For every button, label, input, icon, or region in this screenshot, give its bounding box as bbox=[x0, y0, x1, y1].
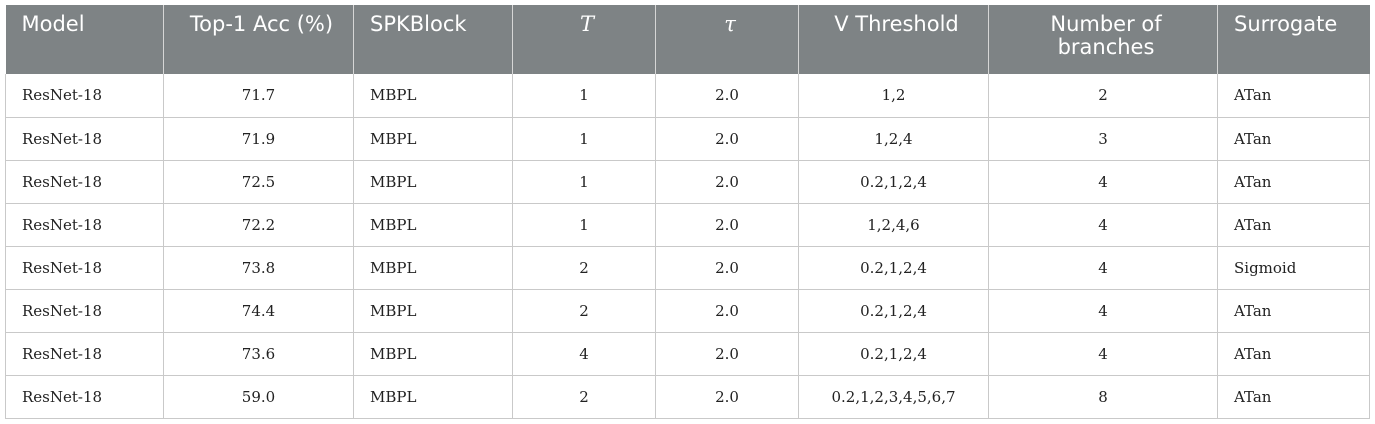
cell-spkblock: MBPL bbox=[353, 160, 513, 204]
cell-spkblock: MBPL bbox=[353, 203, 513, 247]
cell-model: ResNet-18 bbox=[5, 160, 164, 204]
cell-spkblock: MBPL bbox=[353, 332, 513, 376]
cell-model: ResNet-18 bbox=[5, 246, 164, 290]
cell-spkblock: MBPL bbox=[353, 246, 513, 290]
cell-top1-acc: 72.2 bbox=[163, 203, 354, 247]
cell-v-threshold: 0.2,1,2,4 bbox=[798, 246, 989, 290]
cell-surrogate: ATan bbox=[1217, 117, 1370, 161]
cell-t: 2 bbox=[512, 289, 656, 333]
cell-tau: 2.0 bbox=[655, 160, 799, 204]
cell-tau: 2.0 bbox=[655, 203, 799, 247]
cell-t: 1 bbox=[512, 74, 656, 118]
cell-surrogate: ATan bbox=[1217, 160, 1370, 204]
cell-t: 1 bbox=[512, 117, 656, 161]
cell-model: ResNet-18 bbox=[5, 203, 164, 247]
cell-number-of-branches: 3 bbox=[988, 117, 1218, 161]
header-number-of-branches: Number of branches bbox=[988, 5, 1218, 74]
cell-spkblock: MBPL bbox=[353, 74, 513, 118]
cell-number-of-branches: 8 bbox=[988, 375, 1218, 419]
header-row: Model Top-1 Acc (%) SPKBlock T τ V Thres… bbox=[5, 5, 1370, 74]
cell-top1-acc: 73.8 bbox=[163, 246, 354, 290]
cell-surrogate: ATan bbox=[1217, 74, 1370, 118]
cell-v-threshold: 0.2,1,2,4 bbox=[798, 332, 989, 376]
table-row: ResNet-18 73.6 MBPL 4 2.0 0.2,1,2,4 4 AT… bbox=[5, 332, 1370, 376]
cell-number-of-branches: 4 bbox=[988, 289, 1218, 333]
cell-t: 2 bbox=[512, 246, 656, 290]
cell-top1-acc: 71.9 bbox=[163, 117, 354, 161]
header-tau: τ bbox=[655, 5, 799, 74]
cell-spkblock: MBPL bbox=[353, 375, 513, 419]
cell-surrogate: Sigmoid bbox=[1217, 246, 1370, 290]
cell-top1-acc: 74.4 bbox=[163, 289, 354, 333]
cell-v-threshold: 0.2,1,2,4 bbox=[798, 160, 989, 204]
cell-surrogate: ATan bbox=[1217, 332, 1370, 376]
table-row: ResNet-18 71.9 MBPL 1 2.0 1,2,4 3 ATan bbox=[5, 117, 1370, 161]
cell-model: ResNet-18 bbox=[5, 375, 164, 419]
cell-v-threshold: 0.2,1,2,4 bbox=[798, 289, 989, 333]
cell-number-of-branches: 4 bbox=[988, 160, 1218, 204]
cell-t: 2 bbox=[512, 375, 656, 419]
cell-top1-acc: 59.0 bbox=[163, 375, 354, 419]
cell-surrogate: ATan bbox=[1217, 203, 1370, 247]
table-row: ResNet-18 59.0 MBPL 2 2.0 0.2,1,2,3,4,5,… bbox=[5, 375, 1370, 419]
results-table: Model Top-1 Acc (%) SPKBlock T τ V Thres… bbox=[5, 5, 1370, 419]
header-top1-acc: Top-1 Acc (%) bbox=[163, 5, 354, 74]
header-surrogate: Surrogate bbox=[1217, 5, 1370, 74]
header-v-threshold: V Threshold bbox=[798, 5, 989, 74]
cell-t: 4 bbox=[512, 332, 656, 376]
results-table-container: Model Top-1 Acc (%) SPKBlock T τ V Thres… bbox=[5, 5, 1370, 419]
table-row: ResNet-18 73.8 MBPL 2 2.0 0.2,1,2,4 4 Si… bbox=[5, 246, 1370, 290]
header-spkblock: SPKBlock bbox=[353, 5, 513, 74]
cell-t: 1 bbox=[512, 160, 656, 204]
table-row: ResNet-18 72.2 MBPL 1 2.0 1,2,4,6 4 ATan bbox=[5, 203, 1370, 247]
cell-v-threshold: 1,2 bbox=[798, 74, 989, 118]
cell-t: 1 bbox=[512, 203, 656, 247]
cell-spkblock: MBPL bbox=[353, 289, 513, 333]
cell-number-of-branches: 4 bbox=[988, 246, 1218, 290]
cell-tau: 2.0 bbox=[655, 117, 799, 161]
header-t: T bbox=[512, 5, 656, 74]
cell-number-of-branches: 4 bbox=[988, 203, 1218, 247]
cell-top1-acc: 73.6 bbox=[163, 332, 354, 376]
cell-model: ResNet-18 bbox=[5, 332, 164, 376]
cell-surrogate: ATan bbox=[1217, 289, 1370, 333]
cell-model: ResNet-18 bbox=[5, 74, 164, 118]
cell-surrogate: ATan bbox=[1217, 375, 1370, 419]
cell-model: ResNet-18 bbox=[5, 289, 164, 333]
header-model: Model bbox=[5, 5, 164, 74]
table-row: ResNet-18 72.5 MBPL 1 2.0 0.2,1,2,4 4 AT… bbox=[5, 160, 1370, 204]
cell-v-threshold: 1,2,4 bbox=[798, 117, 989, 161]
cell-v-threshold: 0.2,1,2,3,4,5,6,7 bbox=[798, 375, 989, 419]
cell-spkblock: MBPL bbox=[353, 117, 513, 161]
cell-number-of-branches: 4 bbox=[988, 332, 1218, 376]
table-row: ResNet-18 74.4 MBPL 2 2.0 0.2,1,2,4 4 AT… bbox=[5, 289, 1370, 333]
cell-tau: 2.0 bbox=[655, 375, 799, 419]
table-row: ResNet-18 71.7 MBPL 1 2.0 1,2 2 ATan bbox=[5, 74, 1370, 118]
cell-model: ResNet-18 bbox=[5, 117, 164, 161]
cell-number-of-branches: 2 bbox=[988, 74, 1218, 118]
cell-tau: 2.0 bbox=[655, 289, 799, 333]
cell-top1-acc: 72.5 bbox=[163, 160, 354, 204]
cell-tau: 2.0 bbox=[655, 332, 799, 376]
cell-top1-acc: 71.7 bbox=[163, 74, 354, 118]
cell-tau: 2.0 bbox=[655, 74, 799, 118]
cell-v-threshold: 1,2,4,6 bbox=[798, 203, 989, 247]
cell-tau: 2.0 bbox=[655, 246, 799, 290]
